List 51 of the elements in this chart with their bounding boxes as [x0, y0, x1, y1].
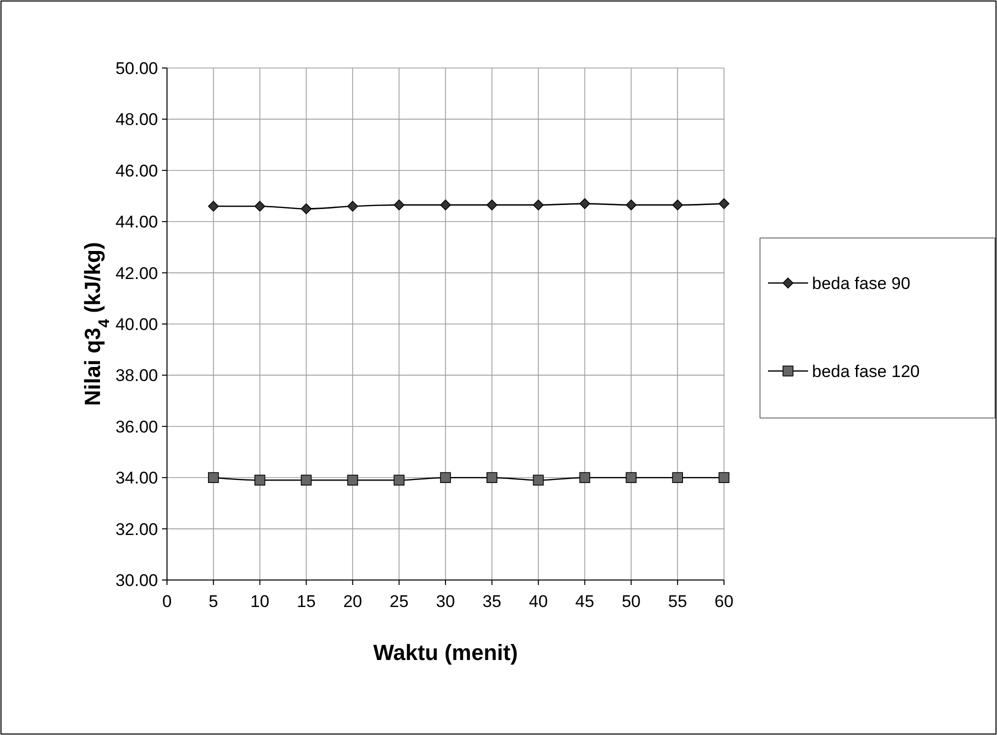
y-tick-label: 32.00 — [115, 520, 158, 539]
x-tick-label: 45 — [575, 592, 594, 611]
point — [254, 474, 266, 486]
point — [300, 474, 312, 486]
x-tick-label: 5 — [208, 592, 218, 611]
point — [718, 198, 730, 210]
y-tick-label: 34.00 — [115, 468, 158, 488]
y-tick-label: 46.00 — [115, 161, 158, 180]
point — [718, 472, 730, 483]
x-tick-label: 50 — [622, 592, 641, 611]
point — [532, 200, 544, 210]
point — [440, 472, 451, 483]
y-tick-label: 30.00 — [115, 570, 158, 590]
point — [347, 200, 358, 212]
x-tick-label: 30 — [436, 592, 455, 611]
point — [300, 203, 312, 214]
point — [347, 474, 358, 486]
x-tick-label: 25 — [390, 592, 409, 611]
point — [394, 200, 404, 210]
y-tick-label: 38.00 — [115, 366, 158, 386]
y-tick-label: 36.00 — [115, 417, 158, 436]
x-tick-label: 20 — [343, 592, 362, 611]
point — [486, 200, 498, 210]
point — [440, 200, 451, 210]
point — [579, 472, 590, 483]
x-tick-label: 55 — [668, 592, 688, 611]
y-tick-label: 42.00 — [115, 264, 158, 283]
y-tick-label: 40.00 — [115, 314, 158, 334]
x-tick-label: 60 — [714, 592, 734, 611]
point — [208, 472, 219, 483]
point — [672, 200, 683, 210]
legend-label: beda fase 120 — [812, 362, 920, 381]
point — [579, 198, 590, 210]
x-tick-label: 15 — [296, 592, 316, 611]
point — [626, 200, 637, 210]
point — [254, 200, 266, 212]
legend-label: beda fase 90 — [812, 274, 910, 293]
x-axis-title: Waktu (menit) — [373, 640, 518, 665]
y-tick-label: 48.00 — [115, 110, 158, 130]
x-tick-label: 0 — [162, 592, 172, 611]
x-tick-label: 35 — [482, 592, 502, 611]
x-tick-label: 10 — [250, 592, 270, 611]
y-tick-label: 50.00 — [115, 58, 158, 78]
x-tick-label: 40 — [528, 592, 548, 611]
point — [532, 474, 544, 486]
point — [394, 474, 404, 486]
y-tick-label: 44.00 — [115, 212, 158, 232]
point — [626, 472, 637, 483]
point — [672, 472, 683, 483]
point — [486, 472, 498, 483]
point — [208, 200, 219, 212]
